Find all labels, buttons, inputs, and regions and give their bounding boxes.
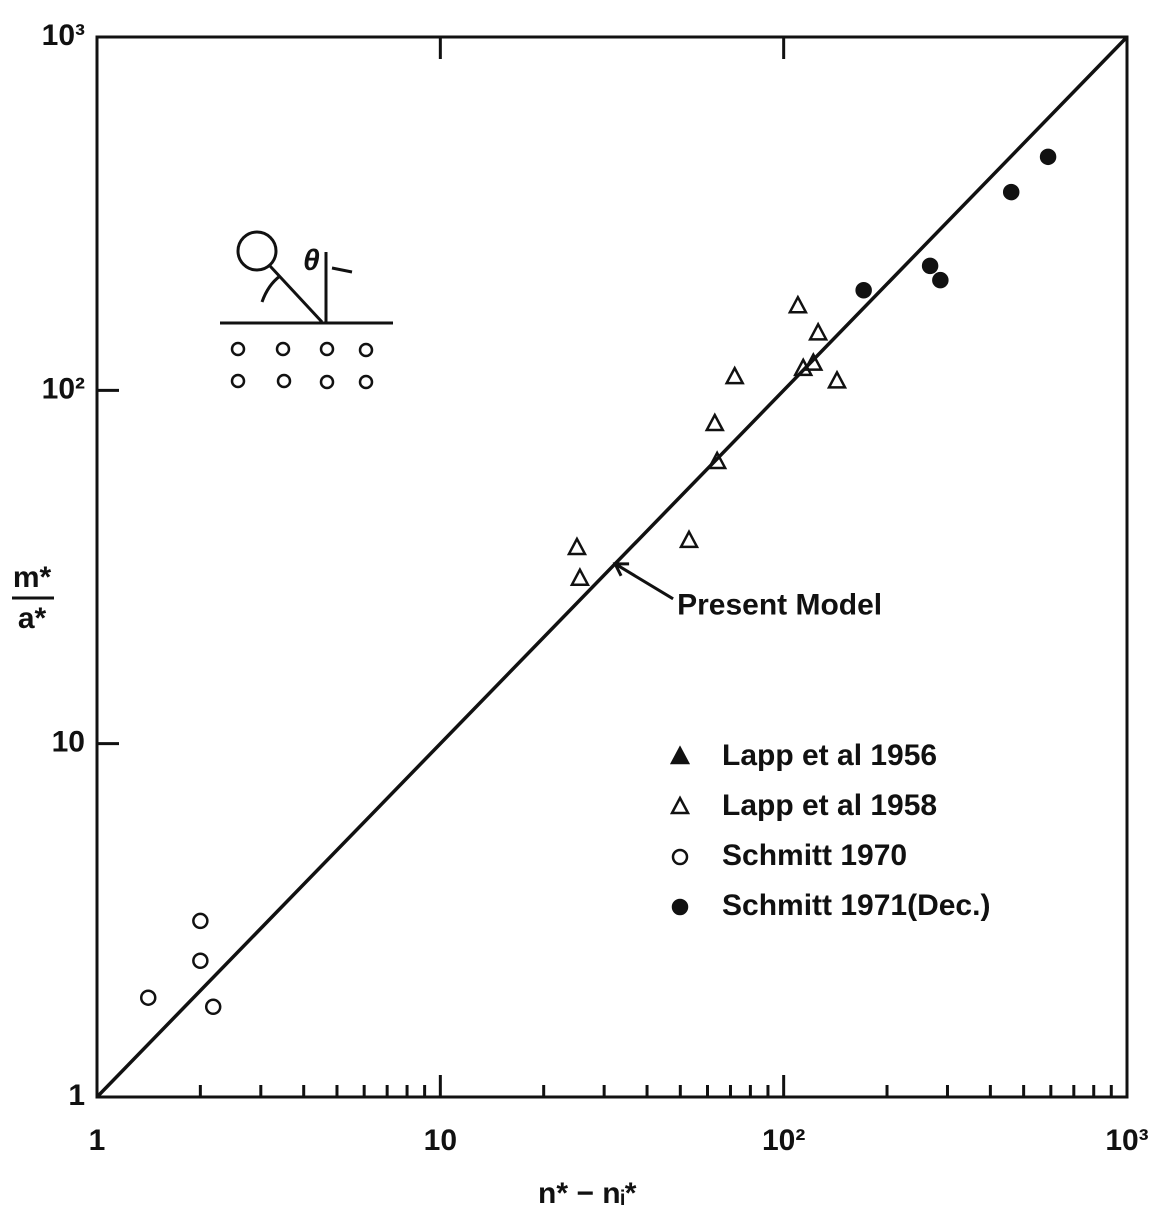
marker xyxy=(139,989,157,1006)
y-tick-label: 10 xyxy=(52,726,85,759)
x-axis-label: n* − nᵢ* xyxy=(538,1177,637,1210)
marker xyxy=(204,998,222,1016)
marker xyxy=(932,271,949,289)
marker xyxy=(671,898,689,916)
marker xyxy=(669,745,691,765)
marker xyxy=(855,281,872,299)
marker xyxy=(192,952,209,970)
marker xyxy=(787,294,808,314)
x-tick-label: 10² xyxy=(762,1124,805,1157)
y-tick-label: 10³ xyxy=(42,19,85,52)
marker xyxy=(566,536,588,556)
marker xyxy=(826,369,848,389)
marker xyxy=(1039,148,1057,166)
legend-label: Lapp et al 1956 xyxy=(722,739,937,772)
marker xyxy=(808,321,829,341)
x-tick-label: 10 xyxy=(424,1124,457,1157)
marker xyxy=(569,567,590,586)
marker xyxy=(724,365,745,385)
marker xyxy=(704,412,725,432)
legend-label: Lapp et al 1958 xyxy=(722,789,937,822)
legend-label: Schmitt 1970 xyxy=(722,839,907,872)
y-tick-label: 1 xyxy=(68,1079,85,1112)
marker xyxy=(671,848,689,866)
marker xyxy=(678,529,700,549)
annotation-arrow xyxy=(612,562,674,601)
marker xyxy=(669,795,691,815)
inset-label: θ xyxy=(303,244,320,277)
legend-label: Schmitt 1971(Dec.) xyxy=(722,889,990,922)
annotation: Present Model xyxy=(677,589,882,622)
marker xyxy=(1002,183,1020,201)
marker xyxy=(921,257,939,275)
inset-diagram xyxy=(220,230,393,390)
y-tick-label: 10² xyxy=(42,372,85,405)
marker xyxy=(192,912,209,930)
x-tick-label: 10³ xyxy=(1105,1124,1148,1157)
x-tick-label: 1 xyxy=(89,1124,106,1157)
y-axis-label-denominator: a* xyxy=(18,602,47,635)
y-axis-label-numerator: m* xyxy=(13,561,52,594)
plot-frame xyxy=(95,35,1129,1099)
model-line xyxy=(95,35,1129,1099)
